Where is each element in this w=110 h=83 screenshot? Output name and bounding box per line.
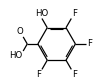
Text: F: F (87, 39, 92, 48)
Text: F: F (72, 9, 77, 18)
Text: HO: HO (9, 51, 23, 60)
Text: F: F (72, 70, 77, 79)
Text: HO: HO (35, 9, 49, 18)
Text: F: F (36, 70, 41, 79)
Text: O: O (16, 27, 23, 36)
